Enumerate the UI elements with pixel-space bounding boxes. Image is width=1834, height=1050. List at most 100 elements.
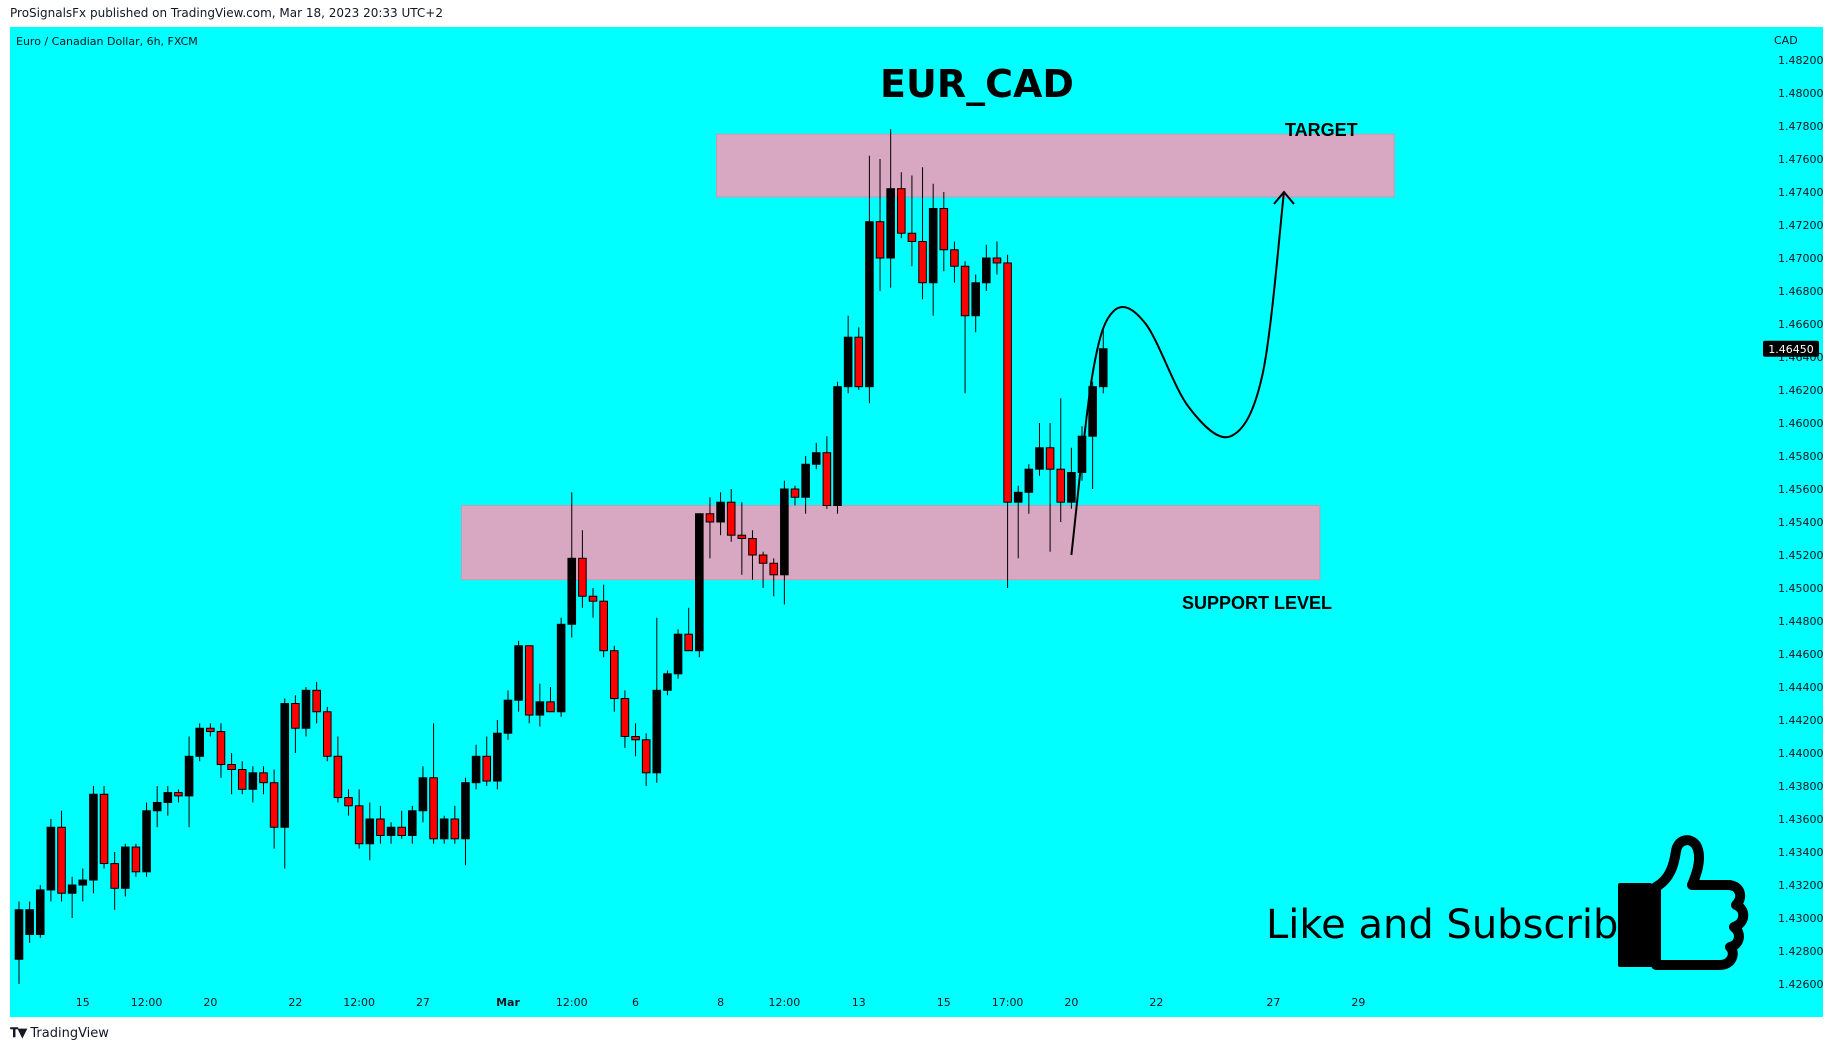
candle[interactable] <box>461 777 470 866</box>
candle[interactable] <box>78 868 88 902</box>
candle[interactable] <box>429 723 438 844</box>
candle[interactable] <box>939 192 949 272</box>
candle[interactable] <box>471 744 481 790</box>
candle[interactable] <box>599 584 608 658</box>
candle[interactable] <box>546 687 555 713</box>
candle[interactable] <box>875 159 885 291</box>
candle[interactable] <box>971 274 981 333</box>
candle[interactable] <box>14 901 24 985</box>
candle[interactable] <box>535 683 545 727</box>
target-zone[interactable] <box>716 133 1395 198</box>
footer-brand[interactable]: 𝐓▼ TradingView <box>10 1026 109 1041</box>
candle[interactable] <box>620 690 630 749</box>
candle[interactable] <box>110 852 119 910</box>
candle[interactable] <box>57 810 66 902</box>
candle[interactable] <box>854 327 864 390</box>
candle[interactable] <box>567 492 577 638</box>
candle[interactable] <box>152 786 162 828</box>
candle[interactable] <box>131 843 141 877</box>
candle[interactable] <box>195 723 205 762</box>
candle[interactable] <box>1088 381 1097 489</box>
candle[interactable] <box>748 530 757 580</box>
candle[interactable] <box>1067 447 1076 509</box>
candle[interactable] <box>609 645 619 712</box>
candle[interactable] <box>312 682 321 724</box>
candle[interactable] <box>216 723 226 778</box>
candle[interactable] <box>673 629 683 679</box>
candle[interactable] <box>843 315 853 394</box>
candle[interactable] <box>907 175 917 267</box>
candle[interactable] <box>89 786 98 894</box>
candle[interactable] <box>822 436 832 509</box>
candle[interactable] <box>928 183 938 316</box>
candle[interactable] <box>1035 423 1044 476</box>
candle[interactable] <box>524 645 534 724</box>
candle[interactable] <box>482 736 492 787</box>
candle[interactable] <box>737 502 747 575</box>
candle[interactable] <box>695 513 704 658</box>
candle[interactable] <box>184 736 194 828</box>
candle[interactable] <box>1003 254 1012 588</box>
candle[interactable] <box>790 485 800 506</box>
candle[interactable] <box>67 876 77 918</box>
candle[interactable] <box>121 843 130 897</box>
candle[interactable] <box>386 822 396 844</box>
candle[interactable] <box>418 766 428 823</box>
candle[interactable] <box>631 723 640 757</box>
candle[interactable] <box>259 766 268 795</box>
candle[interactable] <box>206 723 215 737</box>
candle[interactable] <box>291 695 300 753</box>
candle[interactable] <box>1045 423 1055 552</box>
candle[interactable] <box>758 551 768 588</box>
candle[interactable] <box>801 456 810 514</box>
candle[interactable] <box>450 805 460 844</box>
candle[interactable] <box>163 786 173 816</box>
candle[interactable] <box>376 805 385 844</box>
candle[interactable] <box>322 706 332 762</box>
candle[interactable] <box>493 720 502 790</box>
candle[interactable] <box>174 789 183 803</box>
candle[interactable] <box>248 766 258 803</box>
candle[interactable] <box>716 492 725 536</box>
candle[interactable] <box>811 442 821 470</box>
candle[interactable] <box>408 805 417 844</box>
support-zone[interactable] <box>460 505 1321 581</box>
candle[interactable] <box>705 497 715 559</box>
candle[interactable] <box>1056 398 1066 522</box>
candle[interactable] <box>950 241 959 283</box>
candle[interactable] <box>397 810 406 839</box>
candle[interactable] <box>333 736 343 803</box>
candle[interactable] <box>641 733 651 786</box>
projection-curve[interactable] <box>1070 191 1285 556</box>
candle[interactable] <box>726 489 736 542</box>
candle[interactable] <box>896 172 906 239</box>
candle[interactable] <box>301 687 311 737</box>
candle[interactable] <box>663 670 672 696</box>
candle[interactable] <box>35 885 45 938</box>
candle[interactable] <box>992 241 1002 275</box>
candle[interactable] <box>588 588 598 618</box>
candle[interactable] <box>578 530 587 608</box>
candle[interactable] <box>886 129 895 288</box>
candle[interactable] <box>25 901 34 943</box>
candle[interactable] <box>46 819 56 902</box>
candle[interactable] <box>514 640 523 712</box>
candle[interactable] <box>269 769 279 849</box>
candle[interactable] <box>780 480 789 605</box>
candle[interactable] <box>1098 327 1108 394</box>
candle[interactable] <box>280 698 290 869</box>
candle[interactable] <box>354 789 364 849</box>
candle[interactable] <box>237 761 247 795</box>
candle[interactable] <box>99 786 109 869</box>
candle[interactable] <box>684 607 693 652</box>
candle[interactable] <box>1013 485 1023 559</box>
candle[interactable] <box>982 244 991 291</box>
candle[interactable] <box>439 815 449 844</box>
candle[interactable] <box>918 167 927 300</box>
candle[interactable] <box>344 789 353 816</box>
candle[interactable] <box>365 802 375 861</box>
candle[interactable] <box>833 381 842 514</box>
candle[interactable] <box>769 558 779 597</box>
candle[interactable] <box>503 690 513 740</box>
